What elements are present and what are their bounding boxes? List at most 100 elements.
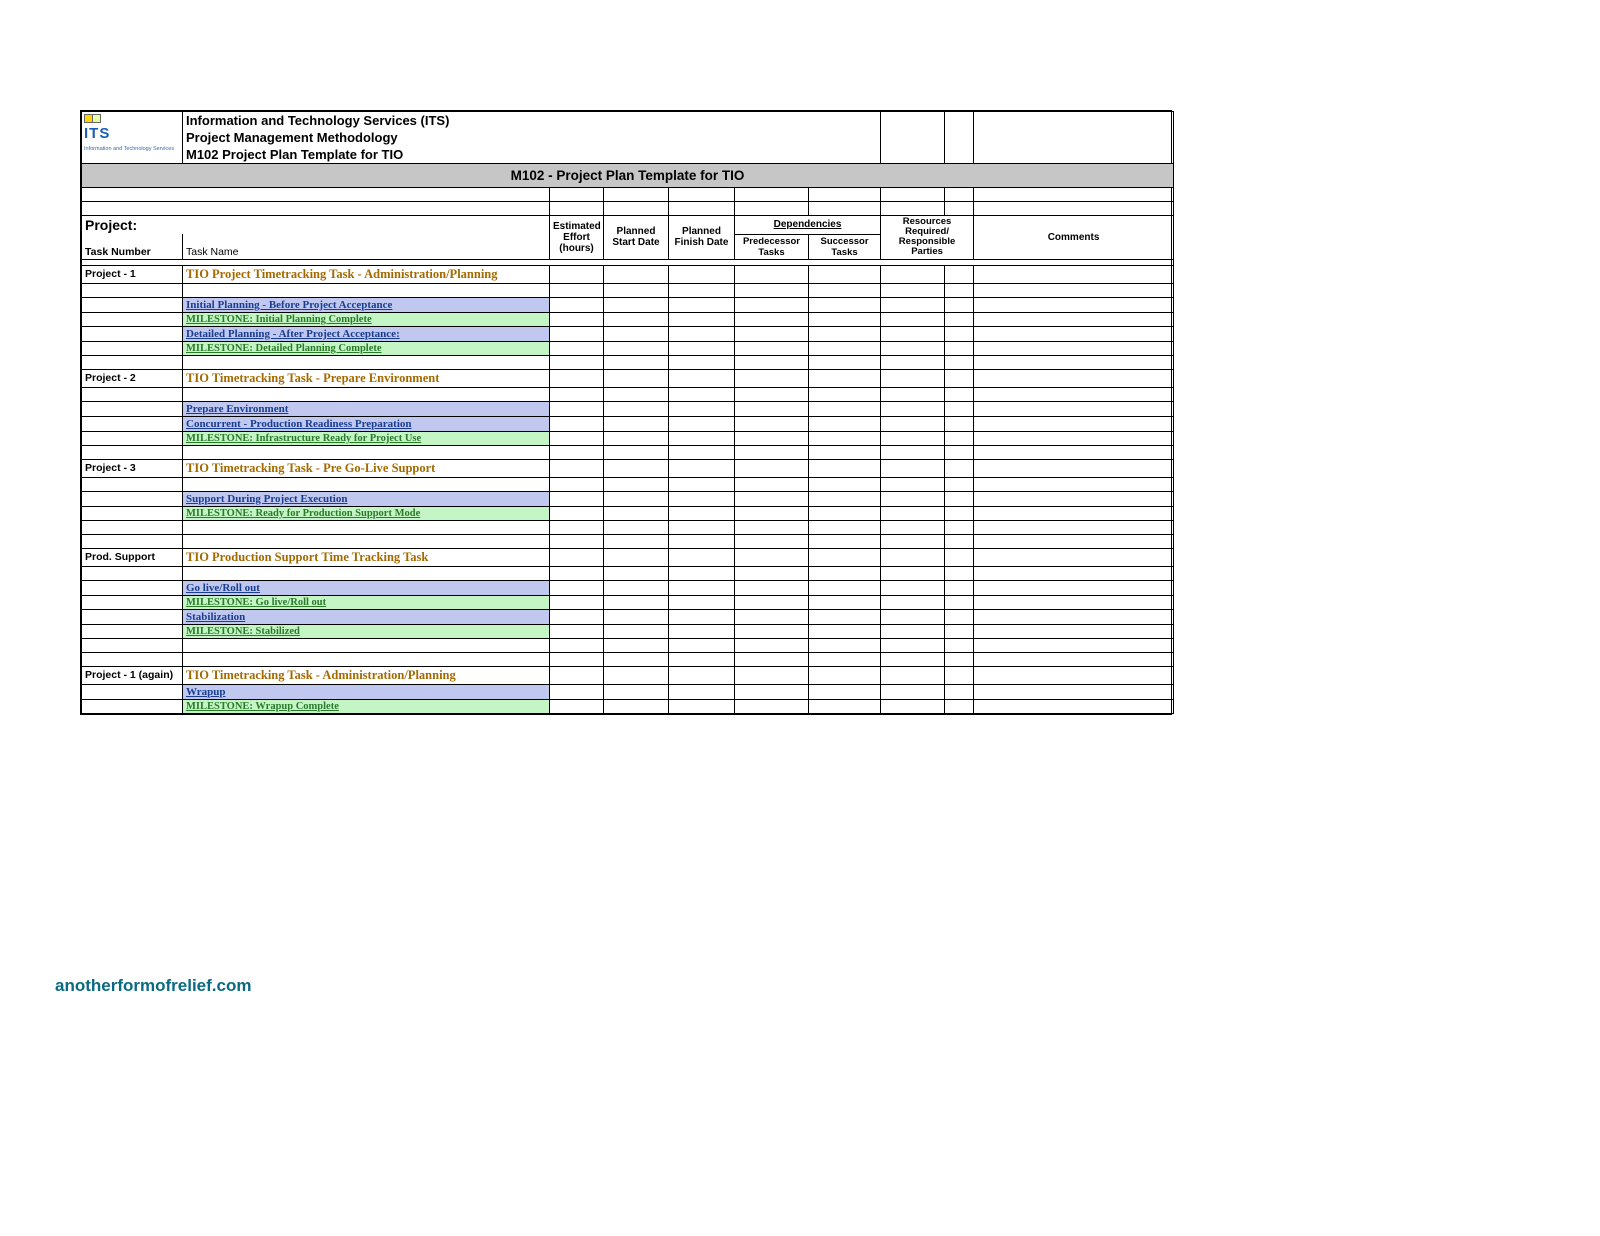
project-id[interactable]: Project - 1 (again)	[82, 666, 183, 684]
cell[interactable]	[945, 684, 974, 699]
section-title[interactable]: TIO Timetracking Task - Pre Go-Live Supp…	[183, 459, 550, 477]
cell[interactable]	[82, 566, 183, 580]
cell[interactable]	[809, 401, 881, 416]
cell[interactable]	[809, 638, 881, 652]
cell[interactable]	[974, 520, 1174, 534]
cell[interactable]	[669, 699, 735, 713]
cell[interactable]	[550, 520, 604, 534]
phase-task[interactable]: Wrapup	[183, 684, 550, 699]
cell[interactable]	[974, 326, 1174, 341]
cell[interactable]	[604, 326, 669, 341]
cell[interactable]	[945, 401, 974, 416]
cell[interactable]	[669, 297, 735, 312]
cell[interactable]	[669, 548, 735, 566]
cell[interactable]	[669, 652, 735, 666]
cell[interactable]	[809, 355, 881, 369]
cell[interactable]	[809, 326, 881, 341]
cell[interactable]	[82, 609, 183, 624]
milestone-task[interactable]: MILESTONE: Wrapup Complete	[183, 699, 550, 713]
cell[interactable]	[82, 699, 183, 713]
phase-task[interactable]: Initial Planning - Before Project Accept…	[183, 297, 550, 312]
cell[interactable]	[735, 491, 809, 506]
cell[interactable]	[669, 491, 735, 506]
cell[interactable]	[974, 666, 1174, 684]
cell[interactable]	[604, 283, 669, 297]
cell[interactable]	[183, 445, 550, 459]
cell[interactable]	[974, 566, 1174, 580]
cell[interactable]	[669, 355, 735, 369]
cell[interactable]	[881, 580, 945, 595]
cell[interactable]	[974, 341, 1174, 355]
cell[interactable]	[550, 387, 604, 401]
cell[interactable]	[945, 416, 974, 431]
cell[interactable]	[945, 652, 974, 666]
cell[interactable]	[604, 699, 669, 713]
cell[interactable]	[604, 312, 669, 326]
cell[interactable]	[550, 265, 604, 283]
cell[interactable]	[881, 387, 945, 401]
section-title[interactable]: TIO Project Timetracking Task - Administ…	[183, 265, 550, 283]
cell[interactable]	[881, 265, 945, 283]
cell[interactable]	[550, 477, 604, 491]
cell[interactable]	[550, 580, 604, 595]
cell[interactable]	[945, 638, 974, 652]
phase-task[interactable]: Go live/Roll out	[183, 580, 550, 595]
cell[interactable]	[809, 387, 881, 401]
cell[interactable]	[604, 355, 669, 369]
cell[interactable]	[604, 459, 669, 477]
cell[interactable]	[735, 401, 809, 416]
cell[interactable]	[669, 684, 735, 699]
cell[interactable]	[809, 459, 881, 477]
cell[interactable]	[735, 652, 809, 666]
cell[interactable]	[550, 699, 604, 713]
cell[interactable]	[82, 355, 183, 369]
cell[interactable]	[550, 506, 604, 520]
cell[interactable]	[945, 624, 974, 638]
cell[interactable]	[945, 580, 974, 595]
cell[interactable]	[881, 459, 945, 477]
cell[interactable]	[735, 595, 809, 609]
cell[interactable]	[945, 445, 974, 459]
cell[interactable]	[945, 297, 974, 312]
cell[interactable]	[974, 652, 1174, 666]
cell[interactable]	[82, 445, 183, 459]
cell[interactable]	[881, 491, 945, 506]
cell[interactable]	[945, 520, 974, 534]
cell[interactable]	[604, 369, 669, 387]
cell[interactable]	[669, 431, 735, 445]
phase-task[interactable]: Support During Project Execution	[183, 491, 550, 506]
cell[interactable]	[809, 506, 881, 520]
cell[interactable]	[974, 401, 1174, 416]
cell[interactable]	[183, 387, 550, 401]
cell[interactable]	[669, 265, 735, 283]
cell[interactable]	[82, 297, 183, 312]
cell[interactable]	[604, 580, 669, 595]
cell[interactable]	[669, 401, 735, 416]
cell[interactable]	[735, 326, 809, 341]
cell[interactable]	[945, 491, 974, 506]
project-id[interactable]: Project - 3	[82, 459, 183, 477]
cell[interactable]	[974, 609, 1174, 624]
cell[interactable]	[669, 595, 735, 609]
milestone-task[interactable]: MILESTONE: Go live/Roll out	[183, 595, 550, 609]
cell[interactable]	[881, 652, 945, 666]
cell[interactable]	[669, 312, 735, 326]
cell[interactable]	[735, 416, 809, 431]
cell[interactable]	[881, 369, 945, 387]
cell[interactable]	[945, 534, 974, 548]
cell[interactable]	[604, 548, 669, 566]
cell[interactable]	[881, 548, 945, 566]
section-title[interactable]: TIO Timetracking Task - Administration/P…	[183, 666, 550, 684]
cell[interactable]	[735, 638, 809, 652]
cell[interactable]	[604, 401, 669, 416]
cell[interactable]	[183, 566, 550, 580]
cell[interactable]	[669, 369, 735, 387]
cell[interactable]	[604, 666, 669, 684]
phase-task[interactable]: Stabilization	[183, 609, 550, 624]
cell[interactable]	[183, 283, 550, 297]
cell[interactable]	[809, 369, 881, 387]
cell[interactable]	[550, 312, 604, 326]
cell[interactable]	[809, 652, 881, 666]
cell[interactable]	[604, 506, 669, 520]
cell[interactable]	[974, 297, 1174, 312]
